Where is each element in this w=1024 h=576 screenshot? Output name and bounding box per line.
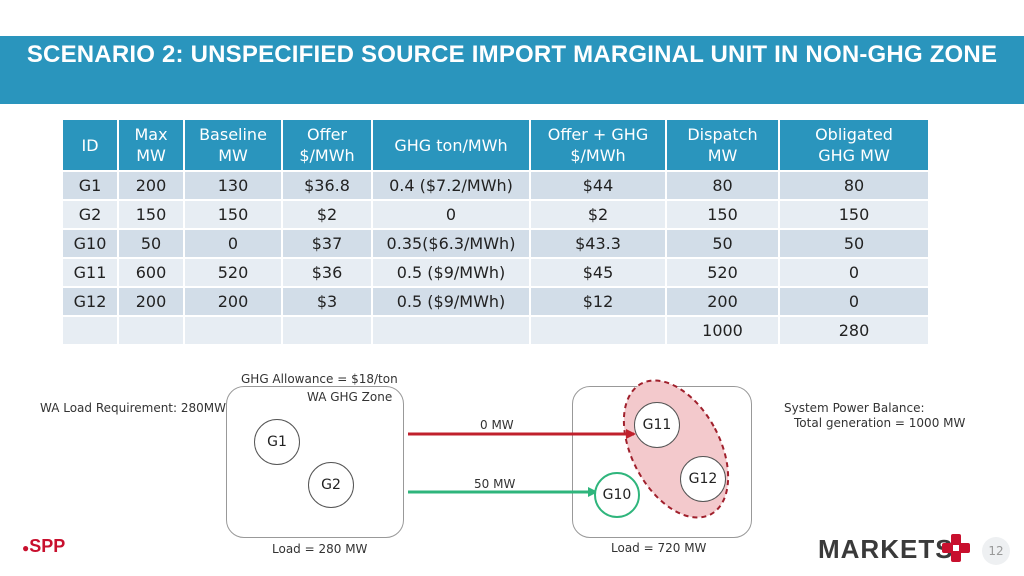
ghg-allowance-label: GHG Allowance = $18/ton [241,372,398,386]
table-cell: 0.5 ($9/MWh) [373,259,529,286]
total-dispatch-cell: 1000 [667,317,778,344]
table-cell: G1 [63,172,117,199]
wa-load-requirement-label: WA Load Requirement: 280MW [40,401,226,415]
table-cell: $44 [531,172,665,199]
table-cell: 600 [119,259,183,286]
table-cell: 520 [667,259,778,286]
table-cell: 0 [185,230,281,257]
title-banner: SCENARIO 2: UNSPECIFIED SOURCE IMPORT MA… [0,36,1024,104]
table-cell: $43.3 [531,230,665,257]
table-cell: 130 [185,172,281,199]
table-cell: 200 [119,288,183,315]
system-balance-title: System Power Balance: [784,401,925,415]
table-cell: 150 [780,201,928,228]
flow-bottom-label: 50 MW [474,477,516,491]
table-row: G10 50 0 $37 0.35($6.3/MWh) $43.3 50 50 [63,230,928,257]
table-cell: G10 [63,230,117,257]
markets-logo: MARKETS [818,534,954,564]
table-header-row: ID Max MW Baseline MW Offer $/MWh GHG ton/M… [63,120,928,170]
table-row: G11 600 520 $36 0.5 ($9/MWh) $45 520 0 [63,259,928,286]
table-cell: $2 [283,201,371,228]
table-cell: G12 [63,288,117,315]
generator-g12: G12 [680,456,726,502]
table-cell: 50 [667,230,778,257]
table-cell: 50 [119,230,183,257]
generator-g11: G11 [634,402,680,448]
generator-g10: G10 [594,472,640,518]
table-cell: 0 [780,288,928,315]
wa-ghg-zone-label: WA GHG Zone [307,390,393,404]
table-cell: $2 [531,201,665,228]
markets-plus-icon [942,534,970,562]
wa-ghg-zone-box [226,386,404,538]
load-left-label: Load = 280 MW [272,542,368,556]
table-cell: 80 [667,172,778,199]
table-cell: G2 [63,201,117,228]
table-cell: 200 [667,288,778,315]
generator-table: ID Max MW Baseline MW Offer $/MWh GHG ton/M… [61,118,930,346]
table-cell: $36.8 [283,172,371,199]
header-baseline-mw: Baseline MW [185,120,281,170]
table-cell: $45 [531,259,665,286]
table-cell: $36 [283,259,371,286]
table-total-row: 1000 280 [63,317,928,344]
table-cell [63,317,117,344]
spp-mark-icon: ● [22,541,30,555]
generator-g1: G1 [254,419,300,465]
table-row: G2 150 150 $2 0 $2 150 150 [63,201,928,228]
table-cell [283,317,371,344]
spp-logo: ●SPP [22,536,66,556]
header-ghg-ton: GHG ton/MWh [373,120,529,170]
table-cell: 200 [185,288,281,315]
table-cell [373,317,529,344]
page-number: 12 [982,537,1010,565]
header-offer-ghg: Offer + GHG $/MWh [531,120,665,170]
table-cell [119,317,183,344]
header-obligated: Obligated GHG MW [780,120,928,170]
table-cell: 150 [667,201,778,228]
table-cell: 0 [373,201,529,228]
header-offer: Offer $/MWh [283,120,371,170]
table-cell [531,317,665,344]
table-cell [185,317,281,344]
table-row: G12 200 200 $3 0.5 ($9/MWh) $12 200 0 [63,288,928,315]
header-max-mw: Max MW [119,120,183,170]
table-cell: 0 [780,259,928,286]
header-id: ID [63,120,117,170]
table-cell: 50 [780,230,928,257]
header-dispatch: Dispatch MW [667,120,778,170]
table-cell: 0.4 ($7.2/MWh) [373,172,529,199]
system-balance-total: Total generation = 1000 MW [794,416,966,430]
table-cell: 0.5 ($9/MWh) [373,288,529,315]
table-cell: $37 [283,230,371,257]
table-cell: 80 [780,172,928,199]
table-cell: 150 [119,201,183,228]
load-right-label: Load = 720 MW [611,541,707,555]
slide-title: SCENARIO 2: UNSPECIFIED SOURCE IMPORT MA… [26,41,998,68]
table-cell: 520 [185,259,281,286]
table-cell: $3 [283,288,371,315]
total-obligated-cell: 280 [780,317,928,344]
table-cell: 0.35($6.3/MWh) [373,230,529,257]
table-row: G1 200 130 $36.8 0.4 ($7.2/MWh) $44 80 8… [63,172,928,199]
generator-g2: G2 [308,462,354,508]
table-cell: 200 [119,172,183,199]
flow-top-label: 0 MW [480,418,514,432]
table-cell: 150 [185,201,281,228]
table-cell: $12 [531,288,665,315]
table-cell: G11 [63,259,117,286]
